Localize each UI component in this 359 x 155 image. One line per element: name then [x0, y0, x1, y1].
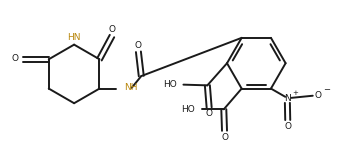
Text: O: O — [206, 109, 213, 118]
Text: N: N — [284, 94, 290, 103]
Text: +: + — [293, 90, 299, 96]
Text: HO: HO — [164, 80, 177, 89]
Text: O: O — [108, 25, 116, 34]
Text: O: O — [284, 122, 291, 131]
Text: NH: NH — [125, 83, 138, 92]
Text: HN: HN — [67, 33, 80, 42]
Text: HO: HO — [181, 105, 195, 114]
Text: O: O — [135, 41, 142, 50]
Text: −: − — [323, 86, 331, 95]
Text: O: O — [11, 54, 19, 63]
Text: O: O — [221, 133, 228, 142]
Text: O: O — [314, 91, 322, 100]
